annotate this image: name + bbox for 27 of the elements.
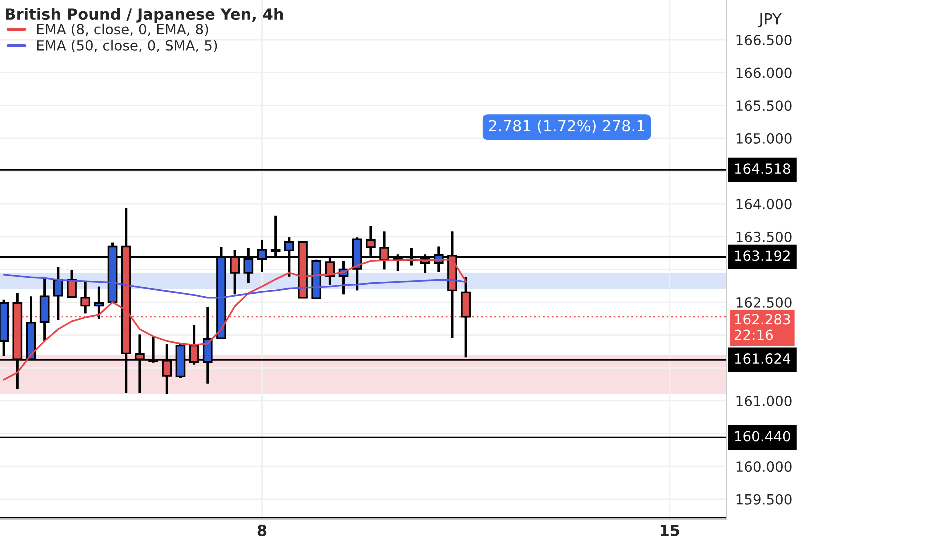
legend-label: EMA (8, close, 0, EMA, 8) (37, 24, 208, 36)
y-tick-label: 164.000 (736, 199, 792, 210)
candlestick (80, 280, 91, 315)
annotation: 2.781 (1.72%) 278.1 (489, 120, 644, 134)
ref-line-label: 161.624 (735, 354, 791, 364)
y-axis-title: JPY (758, 13, 782, 28)
ref-line-label: 160.440 (735, 431, 790, 442)
y-tick-label: 166.500 (736, 35, 792, 46)
y-tick-label: 166.000 (736, 68, 792, 78)
candlestick (54, 266, 64, 322)
candlestick (94, 286, 104, 320)
y-tick-label: 165.500 (736, 100, 792, 112)
x-tick-label: 15 (660, 525, 680, 536)
y-tick-label: 165.000 (736, 133, 792, 144)
y-tick-label: 163.500 (736, 232, 792, 242)
candlestick (67, 269, 77, 299)
y-tick-label: 159.500 (736, 494, 792, 505)
y-tick-label: 160.000 (736, 462, 792, 472)
ref-line-label: 163.192 (735, 250, 790, 262)
text: British Pound / Japanese Yen, 4h (6, 8, 284, 24)
legend-label: EMA (50, close, 0, SMA, 5) (37, 40, 218, 53)
line-series (3, 274, 467, 299)
y-tick-label: 162.500 (736, 298, 792, 308)
ref-line-label: 164.518 (735, 164, 790, 174)
x-tick-label: 8 (258, 524, 267, 536)
y-tick-label: 161.000 (736, 396, 792, 406)
ref-line-label: 162.283 22:16 (734, 314, 790, 340)
